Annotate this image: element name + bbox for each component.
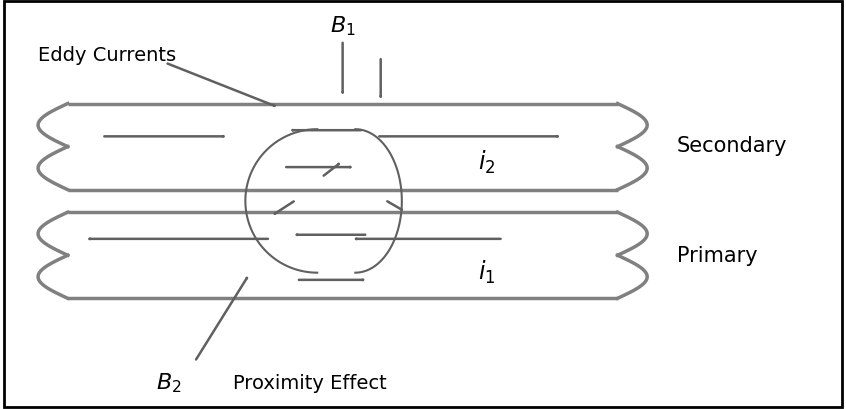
Text: $B_1$: $B_1$ bbox=[330, 15, 355, 38]
Text: $i_1$: $i_1$ bbox=[478, 258, 496, 285]
Text: Primary: Primary bbox=[677, 246, 757, 265]
Text: Proximity Effect: Proximity Effect bbox=[233, 373, 387, 392]
Text: Eddy Currents: Eddy Currents bbox=[38, 46, 176, 65]
Text: $B_2$: $B_2$ bbox=[157, 371, 182, 394]
Text: Secondary: Secondary bbox=[677, 135, 788, 155]
Text: $i_2$: $i_2$ bbox=[478, 148, 496, 175]
